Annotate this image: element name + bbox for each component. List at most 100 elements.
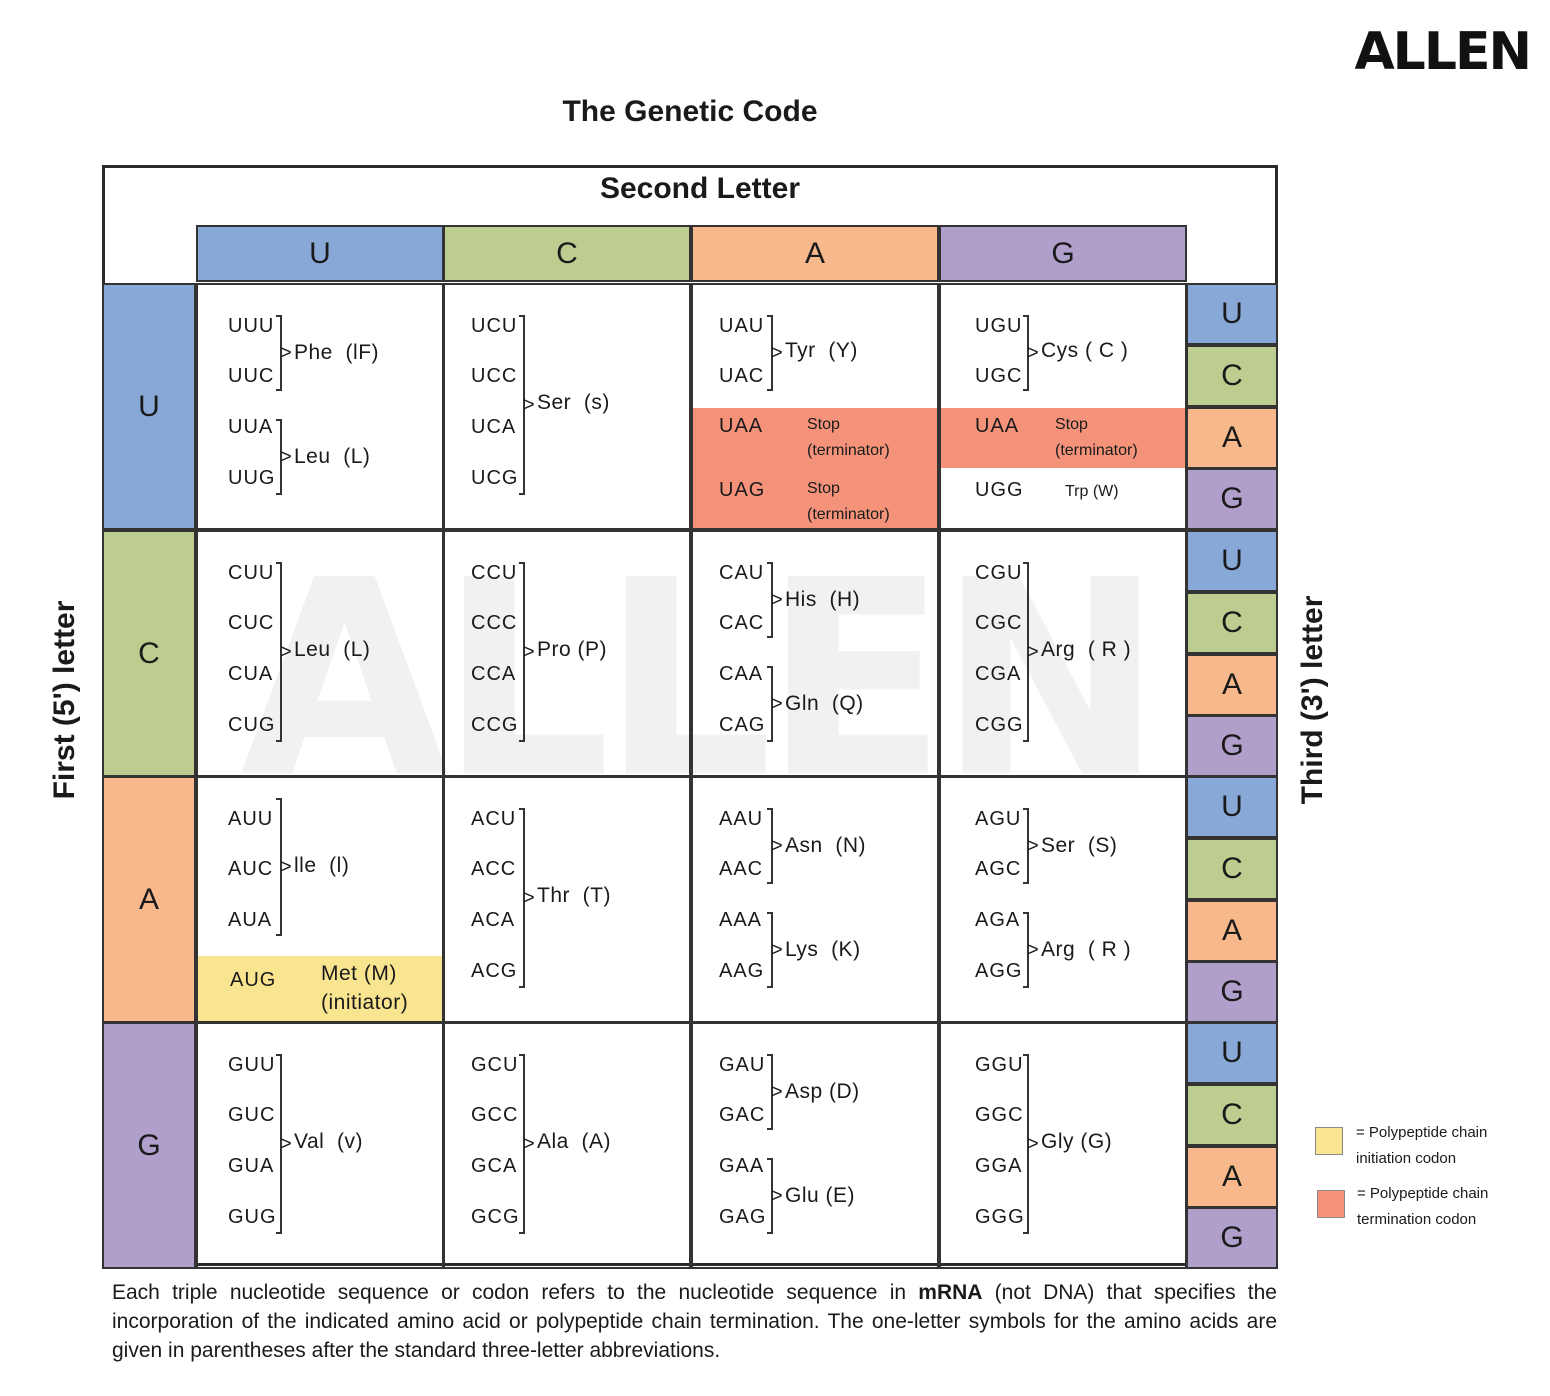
cell-uu-aa1: Phe (lF)	[294, 341, 380, 364]
cell-ca-pair1-bracket-tip: >	[771, 589, 783, 611]
codon-uca: UCA	[471, 416, 517, 438]
third-letter-A: A	[1186, 653, 1278, 716]
codon-auc: AUC	[228, 858, 274, 880]
cell-ga-aa1: Asp (D)	[785, 1080, 860, 1103]
codon-gac: GAC	[719, 1104, 766, 1126]
codon-gag: GAG	[719, 1206, 767, 1228]
codon-uaa: UAA	[975, 415, 1020, 437]
codon-ugg: UGG	[975, 479, 1024, 501]
cell-ug-stop1: Stop	[1055, 416, 1088, 433]
cell-ug-term1: (terminator)	[1055, 442, 1138, 459]
first-letter-G: G	[102, 1022, 196, 1269]
cell-ua-stop1: Stop	[807, 416, 840, 433]
codon-cug: CUG	[228, 714, 276, 736]
cell-aa-aa1: Asn (N)	[785, 834, 867, 857]
cell-cg-aa: Arg ( R )	[1041, 638, 1132, 661]
codon-ugu: UGU	[975, 315, 1023, 337]
codon-ccu: CCU	[471, 562, 518, 584]
third-letter-U: U	[1186, 1022, 1278, 1084]
codon-cag: CAG	[719, 714, 766, 736]
cell-GC	[443, 1022, 691, 1269]
first-letter-A: A	[102, 776, 196, 1023]
codon-ucg: UCG	[471, 467, 519, 489]
cell-ag-pair2-bracket-tip: >	[1027, 939, 1039, 961]
legend-init-text: = Polypeptide chain initiation codon	[1356, 1124, 1488, 1167]
codon-uau: UAU	[719, 315, 765, 337]
cell-ga-pair1-bracket-tip: >	[771, 1081, 783, 1103]
cell-ag-pair1-bracket	[1023, 808, 1029, 884]
third-letter-G: G	[1186, 468, 1278, 531]
cell-ua-term2: (terminator)	[807, 506, 890, 523]
footnote-text-1: Each triple nucleotide sequence or codon…	[112, 1281, 919, 1304]
cell-cu-quad-bracket	[276, 562, 282, 742]
cell-GA	[691, 1022, 939, 1269]
codon-gau: GAU	[719, 1054, 766, 1076]
cell-ga-aa2: Glu (E)	[785, 1184, 856, 1207]
cell-uu-aa2: Leu (L)	[294, 445, 371, 468]
codon-acu: ACU	[471, 808, 517, 830]
cell-ag-pair2-bracket	[1023, 912, 1029, 988]
cell-gg-aa: Gly (G)	[1041, 1130, 1113, 1153]
codon-ugc: UGC	[975, 365, 1023, 387]
codon-guu: GUU	[228, 1054, 276, 1076]
third-letter-C: C	[1186, 591, 1278, 654]
cell-cc-quad-bracket	[519, 562, 525, 742]
second-letter-G: G	[939, 225, 1187, 282]
cell-aa-pair1-bracket	[767, 808, 773, 884]
legend-init-swatch	[1315, 1127, 1343, 1155]
codon-ggg: GGG	[975, 1206, 1025, 1228]
stop-highlight-uaa-uag	[691, 408, 939, 530]
cell-UA	[691, 283, 939, 530]
cell-ca-pair1-bracket	[767, 562, 773, 638]
codon-gaa: GAA	[719, 1155, 765, 1177]
codon-uaa: UAA	[719, 415, 764, 437]
codon-gga: GGA	[975, 1155, 1023, 1177]
cell-cg-quad-bracket-tip: >	[1027, 641, 1039, 663]
third-letter-U: U	[1186, 530, 1278, 592]
footnote-text-2: (not DNA) that specifies the incorporati…	[112, 1281, 1277, 1362]
third-letter-label: Third (3') letter	[1296, 595, 1329, 805]
codon-cca: CCA	[471, 663, 517, 685]
cell-ua-term1: (terminator)	[807, 442, 890, 459]
third-letter-C: C	[1186, 1083, 1278, 1146]
cell-ca-aa1: His (H)	[785, 588, 861, 611]
codon-aga: AGA	[975, 909, 1021, 931]
codon-gua: GUA	[228, 1155, 275, 1177]
cell-gc-quad-bracket-tip: >	[523, 1133, 535, 1155]
codon-cgg: CGG	[975, 714, 1024, 736]
codon-gcg: GCG	[471, 1206, 520, 1228]
cell-uu-pair2-bracket-tip: >	[280, 446, 292, 468]
second-letter-C: C	[443, 225, 691, 282]
codon-ucc: UCC	[471, 365, 518, 387]
cell-cu-aa: Leu (L)	[294, 638, 371, 661]
cell-aa-pair2-bracket-tip: >	[771, 939, 783, 961]
codon-uuc: UUC	[228, 365, 275, 387]
first-letter-C: C	[102, 530, 196, 777]
cell-ac-quad-bracket	[519, 808, 525, 988]
cell-gu-quad-bracket-tip: >	[280, 1133, 292, 1155]
cell-cg-quad-bracket	[1023, 562, 1029, 742]
cell-au-init: (initiator)	[321, 991, 409, 1014]
cell-au-met: Met (M)	[321, 962, 397, 985]
codon-aca: ACA	[471, 909, 516, 931]
codon-aac: AAC	[719, 858, 764, 880]
codon-cac: CAC	[719, 612, 765, 634]
init-highlight-aug	[196, 956, 444, 1022]
legend-term-text: = Polypeptide chain termination codon	[1357, 1185, 1489, 1228]
cell-ga-pair1-bracket	[767, 1054, 773, 1130]
cell-au-quad-bracket-tip: >	[280, 856, 292, 878]
cell-gc-aa: Ala (A)	[537, 1130, 612, 1153]
cell-ac-quad-bracket-tip: >	[523, 887, 535, 909]
codon-uac: UAC	[719, 365, 765, 387]
codon-auu: AUU	[228, 808, 274, 830]
cell-ca-aa2: Gln (Q)	[785, 692, 864, 715]
codon-uuu: UUU	[228, 315, 275, 337]
codon-aua: AUA	[228, 909, 273, 931]
cell-ug-trp: Trp (W)	[1065, 483, 1119, 500]
cell-gu-aa: Val (v)	[294, 1130, 363, 1153]
cell-ua-pair1-bracket-tip: >	[771, 342, 783, 364]
third-letter-G: G	[1186, 961, 1278, 1024]
cell-ua-stop2: Stop	[807, 480, 840, 497]
codon-ccg: CCG	[471, 714, 519, 736]
codon-agu: AGU	[975, 808, 1022, 830]
